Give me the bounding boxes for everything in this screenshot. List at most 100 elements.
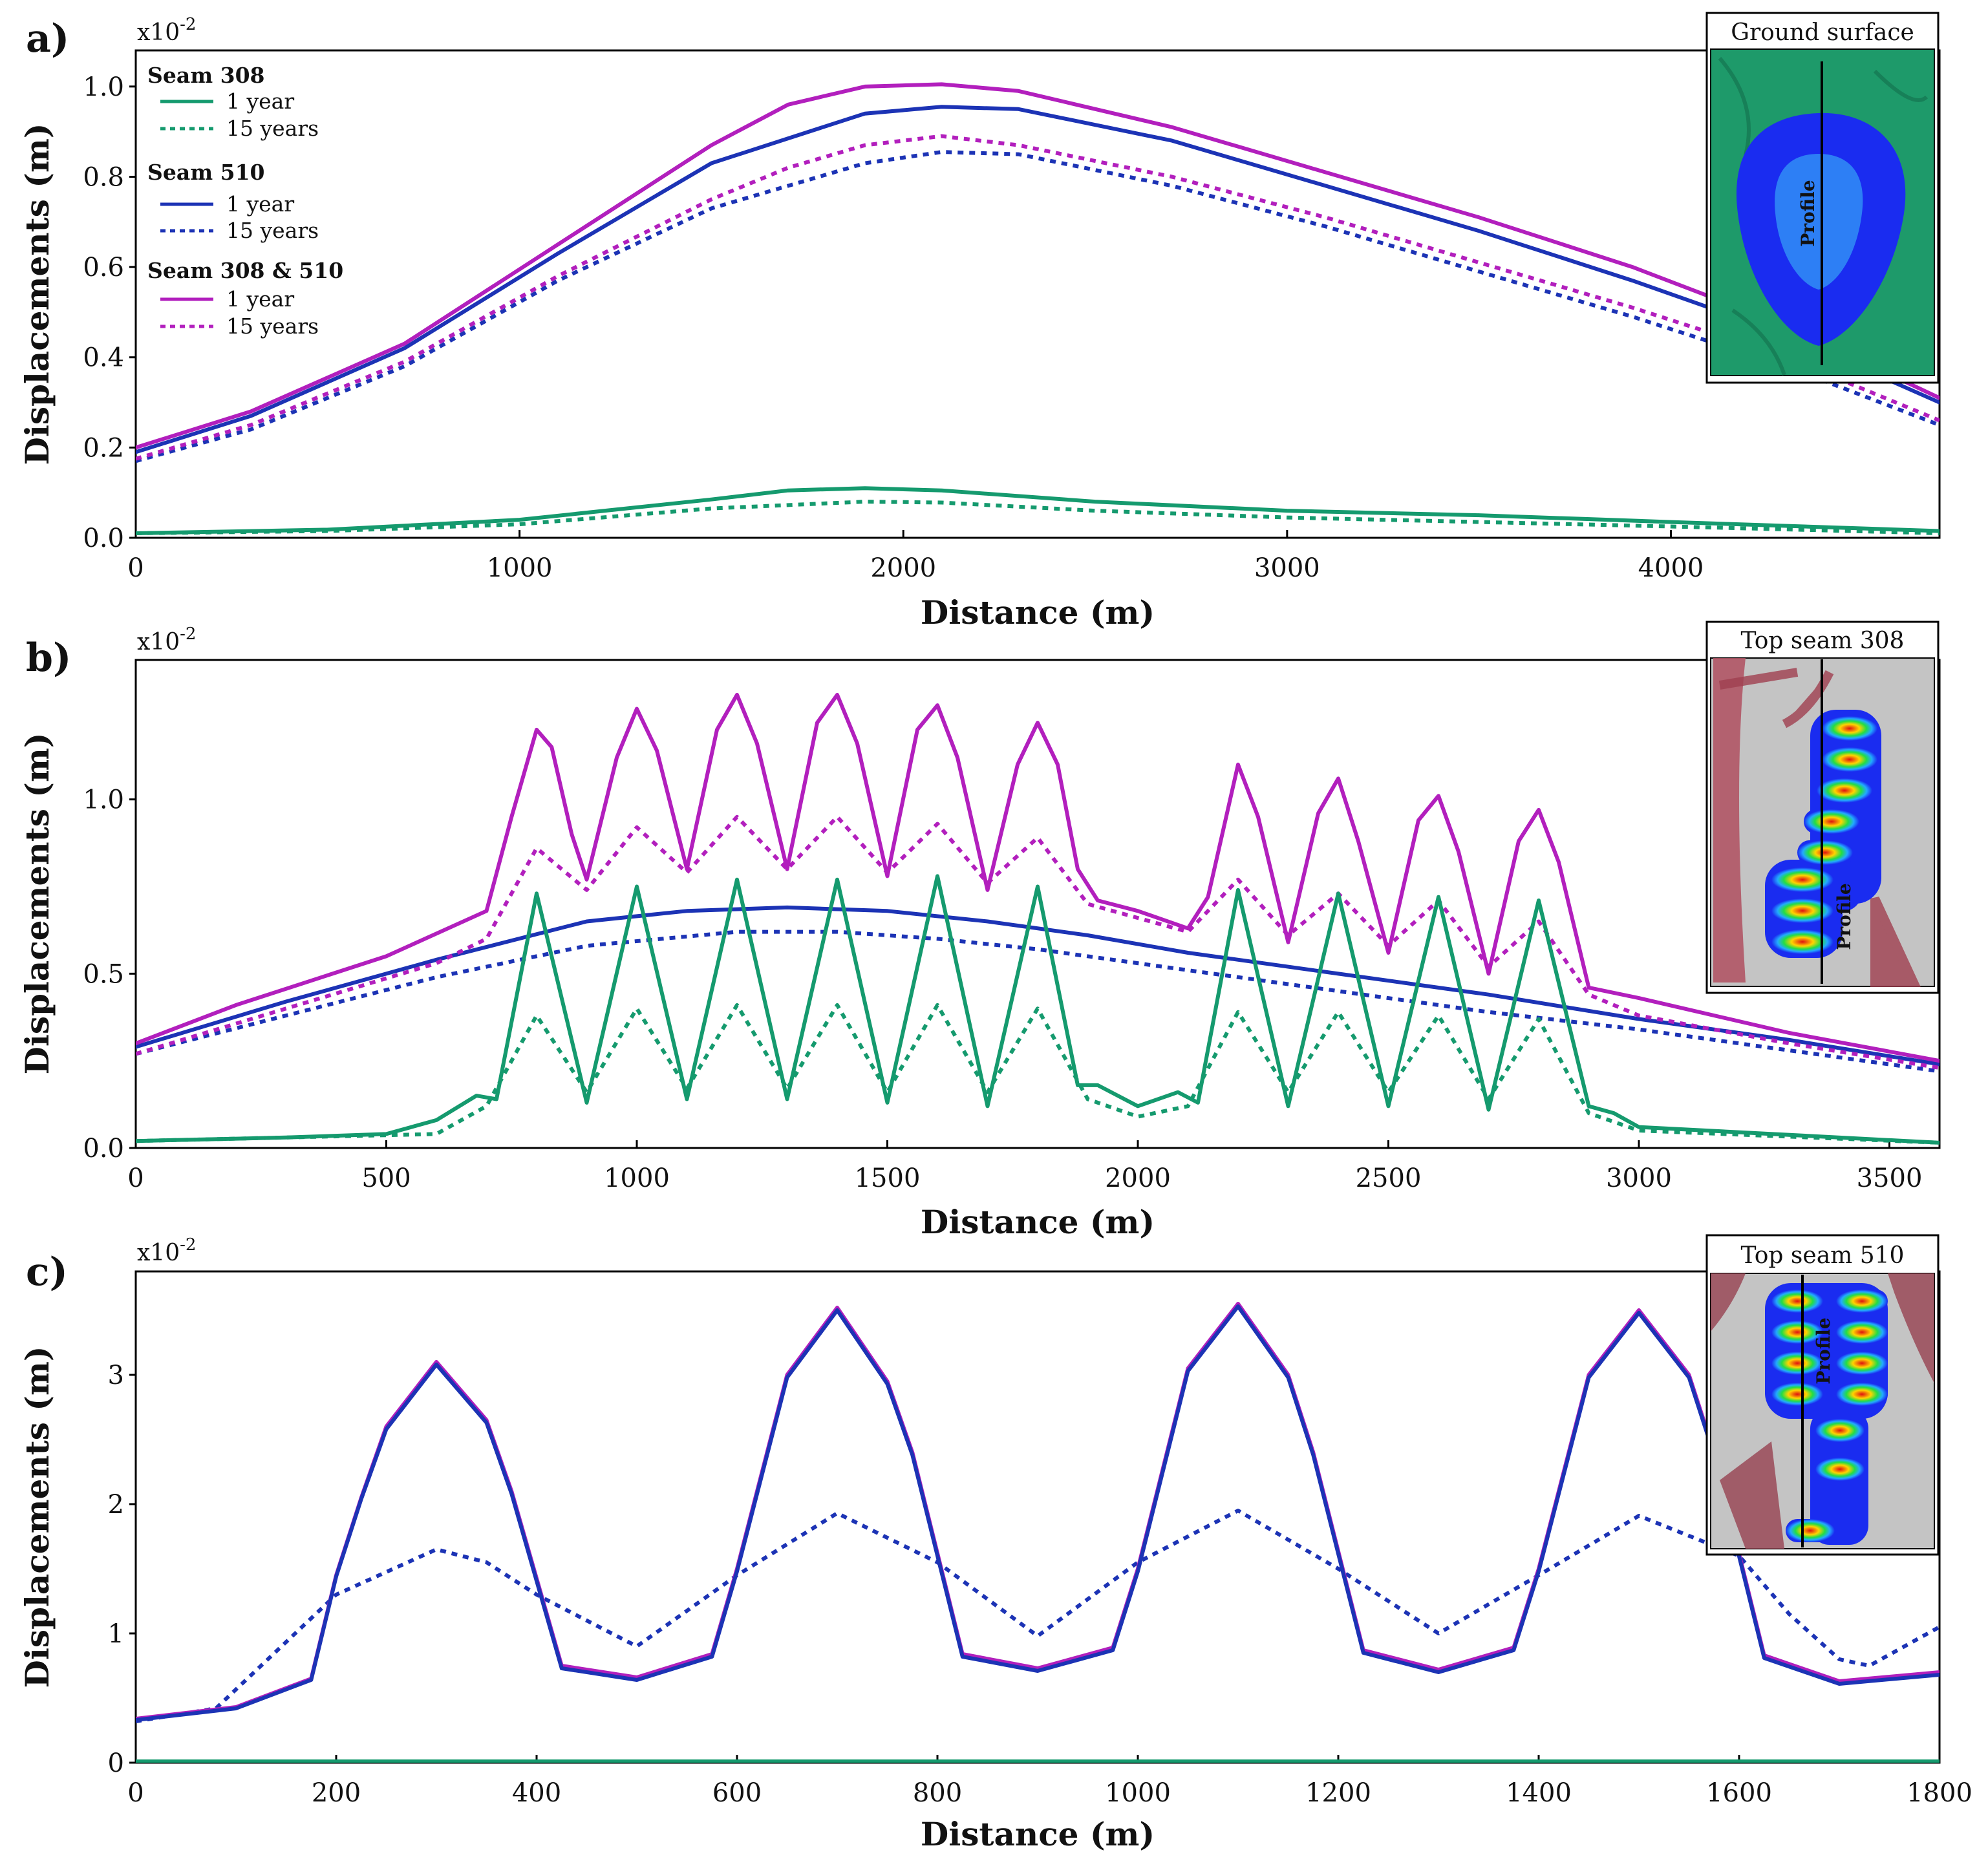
series-seam-510-15-years	[136, 150, 1940, 463]
xtick-label: 3000	[1254, 553, 1320, 583]
inset-seam510-panels	[1765, 1283, 1888, 1545]
legend-group-seam308-title: Seam 308	[147, 63, 265, 88]
series-seam-308-510-1-year	[136, 1302, 1940, 1721]
panel-b-series	[136, 692, 1940, 1145]
panel-c-label: c)	[26, 1249, 68, 1295]
inset-seam308-profile-label: Profile	[1833, 883, 1855, 950]
ytick-label: 0.8	[83, 162, 124, 192]
series-seam-308-15-years	[136, 500, 1940, 535]
series-seam-510-15-years	[136, 930, 1940, 1074]
legend-seam308-15y-label: 15 years	[226, 116, 319, 141]
xtick-label: 1400	[1506, 1778, 1572, 1808]
panel-a-xlabel: Distance (m)	[921, 593, 1155, 632]
legend-both-15y-label: 15 years	[226, 313, 319, 339]
series-seam-510-1-year	[136, 105, 1940, 454]
panel-a-exponent: x10-2	[137, 15, 196, 46]
legend-group-both-title: Seam 308 & 510	[147, 258, 343, 283]
inset-ground-surface-title: Ground surface	[1731, 19, 1914, 46]
ytick-label: 0.6	[83, 253, 124, 282]
series-seam-308-1-year	[136, 486, 1940, 535]
panel-c-yticks: 0 1 2 3	[108, 1361, 136, 1778]
legend-seam510-1y-label: 1 year	[226, 191, 294, 217]
ytick-label: 1.0	[83, 72, 124, 102]
xtick-label: 1000	[604, 1163, 670, 1193]
inset-seam308-title: Top seam 308	[1741, 628, 1905, 654]
xtick-label: 3500	[1857, 1163, 1923, 1193]
panel-c-ylabel: Displacements (m)	[18, 1346, 56, 1688]
xtick-label: 1000	[1105, 1778, 1171, 1808]
xtick-label: 1800	[1907, 1778, 1972, 1808]
series-seam-510-15-years	[136, 1509, 1940, 1723]
panel-b-label: b)	[26, 635, 71, 681]
series-seam-308-510-1-year	[136, 82, 1940, 450]
inset-seam510-title: Top seam 510	[1741, 1242, 1905, 1269]
inset-seam510-profile-label: Profile	[1813, 1317, 1834, 1384]
ytick-label: 1	[108, 1619, 124, 1649]
ytick-label: 0.5	[83, 959, 124, 989]
series-seam-308-510-15-years	[136, 134, 1940, 461]
legend-group-seam510-title: Seam 510	[147, 160, 265, 185]
inset-ground-profile-label: Profile	[1797, 180, 1819, 246]
panel-b-xticks: 0 500 1000 1500 2000 2500 3000 3500	[127, 1140, 1922, 1193]
ytick-label: 1.0	[83, 785, 124, 815]
panel-a-series	[136, 82, 1940, 535]
panel-c-axes	[134, 1270, 1941, 1764]
panel-b-yticks: 0.0 0.5 1.0	[83, 785, 136, 1163]
series-seam-308-1-year	[136, 874, 1940, 1145]
ytick-label: 0.0	[83, 1134, 124, 1163]
series-seam-308-510-1-year	[136, 692, 1940, 1063]
panel-c: c) x10-2 0 1 2 3 0 200 400 600 800 1000 1200 1400 1…	[18, 1234, 1972, 1853]
ytick-label: 0.0	[83, 524, 124, 553]
panel-b-ylabel: Displacements (m)	[18, 732, 56, 1074]
xtick-label: 600	[712, 1778, 762, 1808]
ytick-label: 0.4	[83, 343, 124, 373]
xtick-label: 1200	[1305, 1778, 1371, 1808]
xtick-label: 2500	[1356, 1163, 1422, 1193]
panel-b-axes	[134, 659, 1941, 1149]
series-seam-510-1-year	[136, 905, 1940, 1067]
xtick-label: 200	[312, 1778, 361, 1808]
xtick-label: 500	[361, 1163, 411, 1193]
panel-a-label: a)	[26, 16, 69, 61]
panel-c-series	[136, 1302, 1940, 1763]
panel-a: a) x10-2 0.0 0.2 0.4 0.6 0.8 1.0 0 1000 2000 300…	[18, 12, 1941, 632]
panel-a-ylabel: Displacements (m)	[18, 123, 56, 465]
inset-ground-contour-inner	[1775, 154, 1863, 290]
xtick-label: 1600	[1706, 1778, 1772, 1808]
xtick-label: 800	[913, 1778, 962, 1808]
panel-c-exponent: x10-2	[137, 1235, 196, 1266]
legend-seam510-15y-label: 15 years	[226, 218, 319, 243]
xtick-label: 4000	[1638, 553, 1704, 583]
inset-top-seam-510: Top seam 510 Profile	[1705, 1234, 1940, 1556]
series-seam-308-510-15-years	[136, 814, 1940, 1070]
legend-both-1y-label: 1 year	[226, 286, 294, 312]
ytick-label: 2	[108, 1490, 124, 1520]
inset-ground-surface: Ground surface Profile	[1705, 12, 1940, 384]
panel-a-xticks: 0 1000 2000 3000 4000	[127, 530, 1704, 583]
ytick-label: 0.2	[83, 433, 124, 463]
xtick-label: 0	[127, 1778, 144, 1808]
panel-a-legend: Seam 308 1 year 15 years Seam 510 1 year…	[147, 63, 343, 339]
xtick-label: 400	[512, 1778, 561, 1808]
ytick-label: 3	[108, 1361, 124, 1390]
panel-b: b) x10-2 0.0 0.5 1.0 0 500 1000 1500 2000 2500 3…	[18, 621, 1941, 1241]
xtick-label: 2000	[870, 553, 936, 583]
panel-c-xlabel: Distance (m)	[921, 1815, 1155, 1853]
panel-a-axes	[134, 49, 1941, 539]
xtick-label: 0	[127, 1163, 144, 1193]
inset-top-seam-308: Top seam 308 Profile	[1705, 621, 1940, 994]
legend-seam308-1y-label: 1 year	[226, 89, 294, 114]
series-seam-308-15-years	[136, 1003, 1940, 1145]
panel-b-xlabel: Distance (m)	[921, 1203, 1155, 1241]
xtick-label: 3000	[1606, 1163, 1672, 1193]
xtick-label: 2000	[1105, 1163, 1171, 1193]
panel-b-exponent: x10-2	[137, 624, 196, 655]
xtick-label: 0	[127, 553, 144, 583]
xtick-label: 1500	[855, 1163, 921, 1193]
xtick-label: 1000	[487, 553, 553, 583]
ytick-label: 0	[108, 1748, 124, 1778]
series-seam-510-1-year	[136, 1304, 1940, 1722]
panel-c-xticks: 0 200 400 600 800 1000 1200 1400 1600 1800	[127, 1755, 1972, 1808]
panel-a-yticks: 0.0 0.2 0.4 0.6 0.8 1.0	[83, 72, 136, 553]
